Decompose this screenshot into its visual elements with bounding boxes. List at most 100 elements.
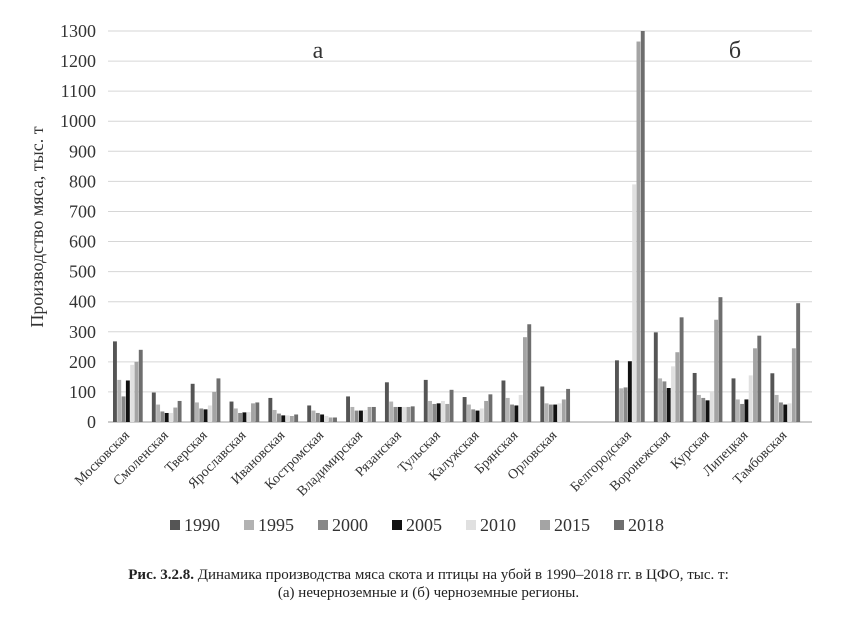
legend-swatch: [540, 520, 550, 530]
bar: [518, 394, 523, 422]
y-tick-labels: 0 100 200 300 400 500 600 700 800 900 1000 1100 1200…: [60, 21, 96, 432]
bar: [216, 378, 221, 422]
bar: [544, 403, 549, 422]
y-tick-label: 500: [69, 262, 96, 282]
y-tick-label: 1200: [60, 51, 96, 71]
bar: [671, 366, 675, 422]
bar: [692, 372, 697, 422]
bar: [557, 403, 562, 422]
bar: [548, 404, 553, 422]
y-tick-label: 400: [69, 292, 96, 312]
y-tick-label: 1000: [60, 111, 96, 131]
y-tick-label: 700: [69, 201, 96, 221]
bar: [501, 380, 506, 422]
bar: [627, 361, 632, 422]
bar: [177, 400, 182, 422]
bar: [285, 415, 290, 422]
bar: [462, 397, 467, 422]
bar: [238, 412, 243, 422]
legend-swatch: [244, 520, 254, 530]
panel-label: а: [313, 38, 324, 64]
bar: [151, 392, 156, 422]
legend-label: 2015: [554, 515, 590, 535]
bar: [791, 348, 796, 422]
bar: [697, 394, 701, 422]
bar: [410, 406, 415, 422]
bar: [619, 388, 624, 422]
bar: [277, 413, 281, 422]
bar: [658, 378, 663, 422]
bar: [281, 415, 286, 422]
bar: [653, 332, 658, 422]
bar: [432, 403, 437, 422]
bar: [640, 31, 645, 422]
y-tick-label: 100: [69, 382, 96, 402]
bar: [212, 391, 217, 422]
bar: [359, 410, 363, 422]
bar: [757, 335, 762, 422]
legend-swatch: [614, 520, 624, 530]
bar: [436, 403, 441, 422]
bar: [307, 405, 312, 422]
bar: [117, 379, 122, 422]
legend-label: 1990: [184, 515, 220, 535]
panel-label: б: [729, 38, 741, 64]
bar: [553, 404, 558, 422]
bar: [242, 412, 247, 422]
caption-figure-number: Рис. 3.2.8.: [128, 567, 194, 583]
bar: [138, 349, 143, 422]
bar: [636, 41, 641, 422]
bar: [121, 396, 126, 422]
y-axis-label: Производство мяса, тыс. т: [27, 126, 47, 327]
bar: [346, 396, 350, 422]
legend-swatch: [170, 520, 180, 530]
bar: [423, 379, 428, 422]
bar: [320, 414, 325, 422]
bar: [251, 403, 255, 422]
bar: [246, 412, 251, 422]
legend-label: 2005: [406, 515, 442, 535]
bar: [701, 397, 706, 422]
bar: [160, 411, 165, 422]
bar: [190, 383, 195, 422]
bar: [363, 409, 368, 422]
bar: [441, 400, 445, 422]
y-tick-label: 200: [69, 352, 96, 372]
bar: [164, 412, 169, 422]
caption-line-2: (а) нечерноземные и (б) черноземные реги…: [277, 585, 580, 601]
bar: [679, 317, 684, 422]
bar: [666, 388, 671, 422]
bar: [134, 361, 139, 422]
bar: [428, 400, 432, 422]
bar: [488, 394, 493, 422]
legend-label: 2000: [332, 515, 368, 535]
bar: [615, 360, 619, 422]
bar: [113, 341, 117, 422]
legend-label: 1995: [258, 515, 294, 535]
caption-line-1: Динамика производства мяса скота и птицы…: [193, 567, 729, 583]
bar: [514, 405, 519, 422]
bar: [471, 409, 476, 422]
bar: [731, 378, 736, 422]
bar: [735, 399, 740, 422]
bar: [675, 352, 680, 422]
bar: [709, 392, 714, 422]
bar: [753, 348, 757, 422]
x-tick-labels: МосковскаяСмоленскаяТверскаяЯрославскаяИ…: [72, 428, 790, 500]
bar: [449, 389, 454, 422]
legend-label: 2018: [628, 515, 664, 535]
bar: [328, 417, 333, 422]
bar: [402, 406, 407, 422]
chart-svg: 0 100 200 300 400 500 600 700 800 900 1000 1100 1200…: [27, 21, 812, 535]
bar: [540, 386, 545, 422]
bar: [169, 412, 173, 422]
bar: [445, 403, 450, 422]
y-tick-label: 0: [87, 412, 96, 432]
bar: [662, 381, 667, 422]
bar: [268, 397, 273, 422]
bar: [714, 319, 719, 422]
bar: [744, 399, 749, 422]
bar: [324, 415, 329, 422]
bar: [207, 405, 212, 422]
